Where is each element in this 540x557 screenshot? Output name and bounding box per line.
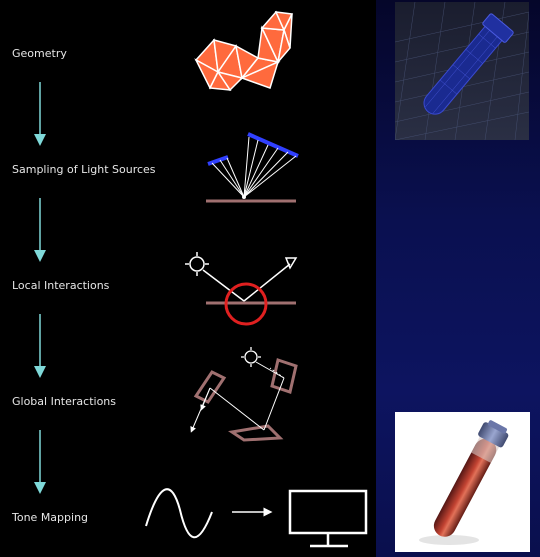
stage-label-sampling: Sampling of Light Sources: [12, 163, 156, 176]
light-sampling-icon: [206, 132, 299, 203]
local-interaction-icon: [185, 252, 298, 326]
tone-mapping-icon: [145, 488, 368, 548]
stage-label-geometry: Geometry: [12, 47, 67, 60]
wireframe-render-image: [395, 2, 529, 140]
global-interaction-icon: [190, 347, 298, 442]
geometry-mesh-icon: [194, 10, 294, 92]
stage-label-local: Local Interactions: [12, 279, 110, 292]
pipeline-panel: Geometry Sampling of Light Sources Local…: [0, 0, 376, 557]
pipeline-diagram: [34, 10, 368, 548]
stage-label-tone: Tone Mapping: [12, 511, 89, 524]
stage-label-global: Global Interactions: [12, 395, 116, 408]
final-render-image: [395, 412, 530, 552]
